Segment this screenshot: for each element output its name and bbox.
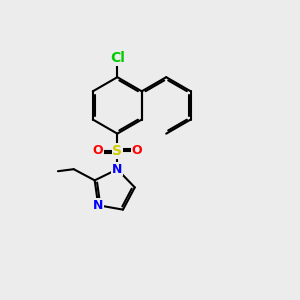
Text: N: N: [112, 163, 122, 176]
Text: O: O: [93, 144, 103, 158]
Text: Cl: Cl: [110, 51, 125, 65]
Text: N: N: [93, 199, 104, 212]
Text: S: S: [112, 144, 122, 158]
Text: O: O: [131, 144, 142, 158]
